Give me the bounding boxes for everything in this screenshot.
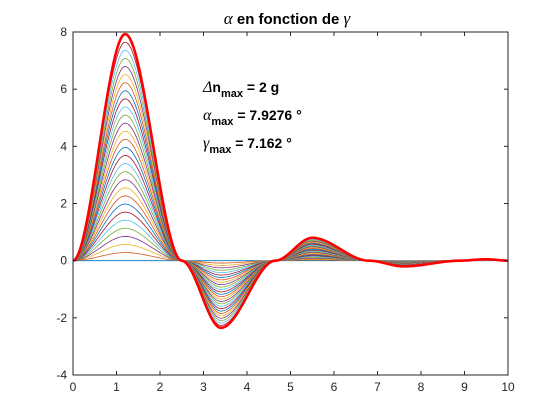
y-axis-ticks: -4 -2 0 2 4 6 8 <box>56 25 508 382</box>
y-tick-label: -4 <box>56 368 67 382</box>
x-tick-label: 10 <box>501 380 515 394</box>
y-tick-label: -2 <box>56 311 67 325</box>
y-tick-label: 0 <box>60 254 67 268</box>
x-tick-label: 1 <box>113 380 120 394</box>
y-tick-label: 8 <box>60 25 67 39</box>
x-tick-label: 3 <box>200 380 207 394</box>
annotation-delta-n-max: Δnmax = 2 g <box>202 79 279 100</box>
envelope-layer <box>72 32 509 330</box>
annotation-alpha-max: αmax = 7.9276 ° <box>203 107 302 128</box>
x-tick-label: 4 <box>244 380 251 394</box>
chart-title: α en fonction de γ <box>224 9 352 28</box>
x-tick-label: 6 <box>331 380 338 394</box>
x-tick-label: 7 <box>374 380 381 394</box>
x-tick-label: 0 <box>70 380 77 394</box>
annotation-block: Δnmax = 2 g αmax = 7.9276 ° γmax = 7.162… <box>202 79 302 156</box>
x-tick-label: 8 <box>418 380 425 394</box>
annotation-gamma-max: γmax = 7.162 ° <box>203 135 292 156</box>
x-tick-label: 5 <box>287 380 294 394</box>
x-axis-ticks: 0 1 2 3 4 5 6 7 8 9 10 <box>70 32 515 394</box>
x-tick-label: 2 <box>157 380 164 394</box>
envelope-curve <box>72 32 509 330</box>
y-tick-label: 6 <box>60 82 67 96</box>
y-tick-label: 2 <box>60 197 67 211</box>
x-tick-label: 9 <box>461 380 468 394</box>
y-tick-label: 4 <box>60 139 67 153</box>
plot-area <box>73 32 508 375</box>
